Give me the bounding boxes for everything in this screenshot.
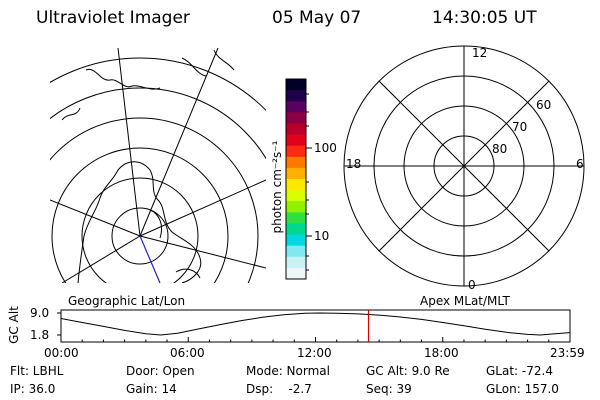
- altitude-ytick-9: 9.0: [30, 306, 50, 320]
- coastline-northwest: [61, 68, 161, 121]
- ip-info: IP: 36.0: [10, 382, 56, 396]
- coastline-peninsula: [149, 209, 201, 279]
- geographic-map: [50, 48, 266, 283]
- colorbar-cell: [286, 79, 306, 91]
- time-tick-1: 06:00: [170, 346, 205, 360]
- mlt-label-12: 12: [472, 46, 488, 60]
- colorbar-cell: [286, 167, 306, 180]
- mlat-label-70: 70: [512, 120, 528, 134]
- satellite-footprint-line: [139, 235, 161, 284]
- colorbar-cell: [286, 134, 306, 147]
- altitude-plot: [57, 309, 571, 343]
- date-label: 05 May 07: [272, 8, 362, 28]
- colorbar-cell: [286, 223, 306, 236]
- colorbar-cell: [286, 156, 306, 169]
- gc-alt-info: GC Alt: 9.0 Re: [366, 364, 450, 378]
- time-tick-4: 23:59: [550, 346, 585, 360]
- time-tick-2: 12:00: [297, 346, 332, 360]
- coastline-northeast: [181, 49, 235, 77]
- colorbar-cell: [286, 190, 306, 202]
- geographic-label: Geographic Lat/Lon: [68, 294, 186, 308]
- time-tick-0: 00:00: [44, 346, 79, 360]
- colorbar-cell: [286, 234, 306, 247]
- glat-info: GLat: -72.4: [486, 364, 553, 378]
- colorbar-cell: [286, 123, 306, 136]
- mode-info: Mode: Normal: [246, 364, 330, 378]
- colorbar-cell: [286, 212, 306, 224]
- dsp-info: Dsp: -2.7: [246, 382, 312, 396]
- mlt-label-18: 18: [346, 157, 362, 171]
- colorbar-cell: [286, 101, 306, 113]
- colorbar-label-100: 100: [314, 141, 337, 155]
- filter-info: Flt: LBHL: [10, 364, 64, 378]
- time-label: 14:30:05 UT: [432, 8, 537, 28]
- colorbar: [285, 78, 312, 280]
- colorbar-cell: [286, 201, 306, 213]
- altitude-ytick-1-8: 1.8: [30, 328, 50, 342]
- glon-info: GLon: 157.0: [486, 382, 559, 396]
- seq-info: Seq: 39: [366, 382, 412, 396]
- colorbar-cell: [286, 245, 306, 258]
- time-tick-3: 18:00: [424, 346, 459, 360]
- colorbar-cell: [286, 145, 306, 158]
- colorbar-cell: [286, 112, 306, 124]
- mlat-label-80: 80: [492, 142, 508, 156]
- colorbar-unit-label: photon cm⁻²s⁻¹: [270, 140, 284, 234]
- colorbar-cell: [286, 256, 306, 269]
- colorbar-cell: [286, 267, 306, 280]
- mlt-dial: [343, 45, 585, 287]
- apex-label: Apex MLat/MLT: [420, 294, 510, 308]
- altitude-series-line: [61, 312, 570, 336]
- instrument-title: Ultraviolet Imager: [36, 8, 190, 28]
- colorbar-cell: [286, 90, 306, 102]
- mlt-label-0: 0: [468, 278, 476, 292]
- colorbar-label-10: 10: [314, 229, 330, 243]
- door-info: Door: Open: [126, 364, 195, 378]
- altitude-ylabel: GC Alt: [7, 306, 21, 344]
- colorbar-cell: [286, 179, 306, 191]
- gain-info: Gain: 14: [126, 382, 177, 396]
- mlt-label-6: 6: [576, 157, 584, 171]
- coastline-antarctica: [77, 161, 202, 283]
- mlat-label-60: 60: [536, 98, 552, 112]
